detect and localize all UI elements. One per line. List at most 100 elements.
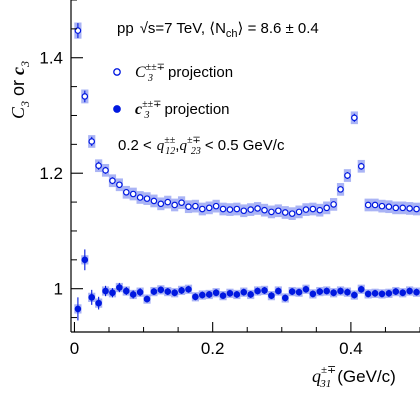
y-label-or: or <box>8 80 28 96</box>
data-point-C3 <box>81 93 89 100</box>
data-point-C3 <box>164 198 172 206</box>
x-tick-label: 0.4 <box>339 339 363 358</box>
cut-q12: q <box>157 138 165 154</box>
data-point-C3 <box>261 206 268 214</box>
data-point-c3 <box>205 291 213 298</box>
data-point-C3 <box>364 201 372 209</box>
data-point-c3 <box>330 289 337 297</box>
cut-left: 0.2 < <box>118 137 152 154</box>
legend-text-c: projection <box>164 101 229 118</box>
data-point-C3 <box>302 206 310 213</box>
data-point-C3 <box>143 195 151 202</box>
data-point-C3 <box>116 181 123 189</box>
data-point-C3 <box>323 204 331 212</box>
data-point-c3 <box>337 287 344 295</box>
data-point-c3 <box>357 285 365 293</box>
data-point-c3 <box>212 289 220 297</box>
data-point-c3 <box>385 290 393 297</box>
data-point-c3 <box>143 295 151 303</box>
data-point-c3 <box>122 287 130 295</box>
cut-q23: q <box>179 138 187 154</box>
data-point-C3 <box>399 204 407 212</box>
data-point-c3 <box>136 288 144 296</box>
cut-q23-sup: ±∓ <box>187 135 201 146</box>
data-point-C3 <box>337 186 344 193</box>
data-point-c3 <box>74 305 82 313</box>
y-tick-label: 1 <box>54 280 63 299</box>
legend-sup-c: ±±∓ <box>142 99 161 110</box>
data-point-c3 <box>157 286 165 294</box>
data-point-C3 <box>392 204 400 212</box>
data-point-c3 <box>351 291 358 299</box>
data-point-C3 <box>254 205 261 212</box>
cut-right: < 0.5 GeV/c <box>205 137 285 154</box>
legend-sym-C: C <box>135 64 146 81</box>
annotation-header: pp <box>117 20 134 37</box>
data-point-c3 <box>344 288 351 296</box>
cut-q12-sub: 12 <box>165 146 175 157</box>
data-point-c3 <box>378 290 386 298</box>
data-point-C3 <box>295 208 303 216</box>
data-point-c3 <box>399 289 407 297</box>
cut-annotation: 0.2 < q±± 12,q±∓ 23 < 0.5 GeV/c <box>118 135 285 157</box>
data-point-c3 <box>88 294 96 301</box>
data-point-c3 <box>178 287 185 294</box>
data-point-C3 <box>122 188 130 196</box>
y-tick-label: 1.2 <box>39 164 63 183</box>
data-markers <box>74 27 420 313</box>
data-point-C3 <box>371 201 379 209</box>
x-tick-label: 0.2 <box>201 339 225 358</box>
cut-q12-sup: ±± <box>164 135 175 146</box>
data-point-C3 <box>309 205 317 213</box>
data-point-c3 <box>171 289 178 297</box>
data-point-C3 <box>330 201 337 208</box>
data-point-C3 <box>136 194 144 201</box>
data-point-c3 <box>288 288 296 295</box>
legend-marker-open <box>113 68 121 76</box>
data-point-c3 <box>247 291 254 298</box>
data-point-c3 <box>371 290 379 297</box>
data-point-C3 <box>129 190 137 198</box>
axis-ticks: 0 0.2 0.4 1 1.2 1.4 <box>39 0 420 358</box>
x-axis-label: q±∓ 31 (GeV/c) <box>312 364 396 390</box>
legend: C±±∓ 3 projection c±±∓ 3 projection <box>113 62 233 121</box>
data-point-C3 <box>268 208 275 216</box>
data-point-C3 <box>344 172 351 179</box>
legend-sup-C: ±±∓ <box>146 62 165 73</box>
data-point-C3 <box>95 162 102 170</box>
data-point-c3 <box>406 287 413 295</box>
data-point-c3 <box>81 256 89 264</box>
data-point-C3 <box>351 114 358 122</box>
annotation-multiplicity: ⟩ = 8.6 ± 0.4 <box>238 20 319 37</box>
data-point-C3 <box>281 209 289 216</box>
data-point-c3 <box>116 284 123 291</box>
data-point-C3 <box>233 205 241 213</box>
data-point-C3 <box>157 200 165 208</box>
error-bars <box>77 23 418 321</box>
data-point-C3 <box>247 206 254 213</box>
x-label-unit: (GeV/c) <box>337 367 396 386</box>
data-point-c3 <box>281 294 289 302</box>
data-point-C3 <box>240 207 248 215</box>
data-point-c3 <box>413 288 420 296</box>
data-point-C3 <box>288 210 296 217</box>
data-point-c3 <box>109 289 116 297</box>
data-point-c3 <box>268 292 275 299</box>
data-point-C3 <box>109 177 116 185</box>
data-point-c3 <box>309 290 317 298</box>
x-tick-label: 0 <box>70 339 79 358</box>
data-point-C3 <box>316 206 324 214</box>
x-label-q: q <box>312 366 321 386</box>
data-point-c3 <box>261 287 268 294</box>
data-point-C3 <box>199 205 206 213</box>
data-point-c3 <box>219 292 227 299</box>
data-point-c3 <box>323 287 331 295</box>
data-point-C3 <box>378 202 386 210</box>
legend-sub-C: 3 <box>147 73 153 84</box>
y-axis-label: C3orc3 <box>8 61 32 119</box>
legend-text-C: projection <box>168 64 233 81</box>
data-point-C3 <box>385 203 393 211</box>
data-point-c3 <box>150 288 158 295</box>
legend-sym-c: c <box>135 101 142 118</box>
data-point-c3 <box>95 299 102 307</box>
